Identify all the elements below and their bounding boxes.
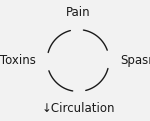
Text: ↓Circulation: ↓Circulation bbox=[41, 102, 115, 115]
Text: Spasm: Spasm bbox=[120, 54, 150, 67]
Text: Pain: Pain bbox=[66, 6, 90, 19]
Text: ↑Toxins: ↑Toxins bbox=[0, 54, 36, 67]
